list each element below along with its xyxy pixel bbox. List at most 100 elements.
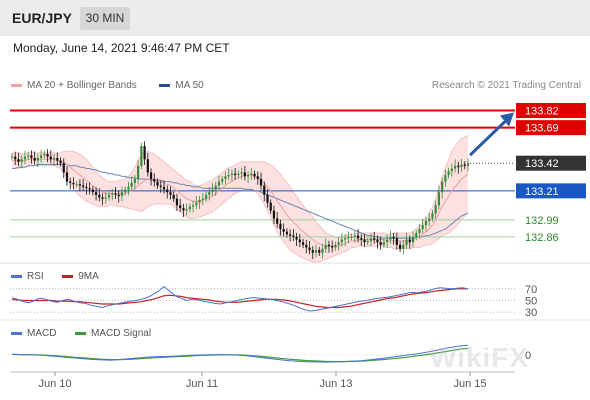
candle-body xyxy=(124,189,127,193)
ma9-legend-label: 9MA xyxy=(78,271,99,282)
candle-body xyxy=(340,239,343,243)
candle-body xyxy=(276,218,279,224)
candle-body xyxy=(382,242,386,245)
candle-body xyxy=(204,194,208,199)
candle-body xyxy=(263,185,266,195)
candle-body xyxy=(20,159,23,162)
candle-body xyxy=(318,250,321,253)
x-tick-label: Jun 15 xyxy=(453,378,486,390)
candle-body xyxy=(133,179,136,183)
candle-body xyxy=(227,175,230,177)
candle-body xyxy=(450,168,453,172)
candle-body xyxy=(169,192,172,195)
timeframe-button[interactable]: 30 MIN xyxy=(80,7,130,30)
candle-body xyxy=(463,164,466,166)
candle-body xyxy=(114,193,117,195)
candle-body xyxy=(156,181,159,186)
candle-body xyxy=(49,156,52,160)
rsi-level-label: 70 xyxy=(525,284,537,296)
candle-body xyxy=(398,244,402,249)
candle-body xyxy=(162,186,166,190)
candle-body xyxy=(192,205,195,207)
ma50-line xyxy=(12,164,469,239)
candle-body xyxy=(360,238,363,240)
level-label: 132.99 xyxy=(525,215,559,227)
candle-body xyxy=(314,250,318,253)
candle-body xyxy=(130,182,133,187)
candle-body xyxy=(69,181,72,183)
candle-body xyxy=(224,176,227,179)
candle-body xyxy=(195,202,198,206)
candle-body xyxy=(23,156,27,160)
candle-body xyxy=(78,184,82,186)
candle-body xyxy=(62,163,65,173)
candle-body xyxy=(33,157,36,161)
candle-body xyxy=(214,185,217,190)
candle-body xyxy=(379,242,382,245)
candle-body xyxy=(153,179,156,182)
candle-body xyxy=(305,244,308,248)
candle-body xyxy=(98,194,101,198)
candle-body xyxy=(82,185,85,187)
candle-body xyxy=(140,146,143,166)
macd-legend: MACD MACD Signal xyxy=(11,328,151,339)
rsi-level-label: 30 xyxy=(525,307,537,319)
candle-body xyxy=(253,173,256,177)
candle-body xyxy=(272,210,276,219)
candle-body xyxy=(243,172,246,177)
candle-body xyxy=(120,192,124,197)
candle-body xyxy=(266,194,269,203)
candle-body xyxy=(43,153,46,156)
candle-body xyxy=(256,176,259,179)
credit-text: Research © 2021 Trading Central xyxy=(431,80,581,91)
rsi-legend: RSI 9MA xyxy=(11,271,99,282)
candle-body xyxy=(289,234,292,236)
x-tick-label: Jun 13 xyxy=(319,378,352,390)
x-tick-label: Jun 10 xyxy=(38,378,71,390)
candle-body xyxy=(457,165,460,168)
candle-body xyxy=(344,238,347,240)
candle-body xyxy=(353,235,356,237)
bollinger-band xyxy=(12,135,468,262)
candle-body xyxy=(324,244,327,249)
x-tick-label: Jun 11 xyxy=(186,378,218,390)
candle-body xyxy=(311,250,314,253)
candle-body xyxy=(172,194,175,199)
candle-body xyxy=(85,186,88,189)
macd-level-label: 0 xyxy=(525,350,531,362)
ma50-swatch xyxy=(159,83,171,87)
candle-body xyxy=(127,186,130,190)
candle-body xyxy=(376,239,379,243)
legend-ma50-label: MA 50 xyxy=(175,80,204,91)
rsi-level-label: 50 xyxy=(525,296,537,308)
macd-panel: 0 xyxy=(10,344,531,363)
bollinger-lower xyxy=(12,165,469,263)
candle-body xyxy=(185,209,188,211)
top-toolbar: EUR/JPY 30 MIN xyxy=(0,0,590,36)
watermark-logo: WikiFX xyxy=(430,342,530,373)
candle-body xyxy=(405,239,408,245)
candle-body xyxy=(94,192,98,195)
level-label: 133.69 xyxy=(525,123,559,135)
candle-body xyxy=(179,205,182,208)
candle-body xyxy=(230,173,234,176)
candle-body xyxy=(75,184,78,186)
candle-body xyxy=(392,236,395,239)
candle-body xyxy=(182,207,185,211)
legend-ma20-label: MA 20 + Bollinger Bands xyxy=(27,80,137,91)
candle-body xyxy=(111,193,114,195)
candle-body xyxy=(211,189,214,193)
candle-body xyxy=(356,235,360,239)
candle-body xyxy=(149,172,153,179)
candle-body xyxy=(460,164,463,168)
candle-body xyxy=(88,188,91,190)
candle-body xyxy=(415,232,418,237)
candle-body xyxy=(10,156,14,158)
candle-body xyxy=(298,239,301,243)
level-label: 133.42 xyxy=(525,158,559,170)
candle-body xyxy=(408,239,411,243)
candle-body xyxy=(52,157,56,160)
candle-body xyxy=(327,244,331,247)
level-label: 132.86 xyxy=(525,232,559,244)
candle-body xyxy=(30,155,33,158)
